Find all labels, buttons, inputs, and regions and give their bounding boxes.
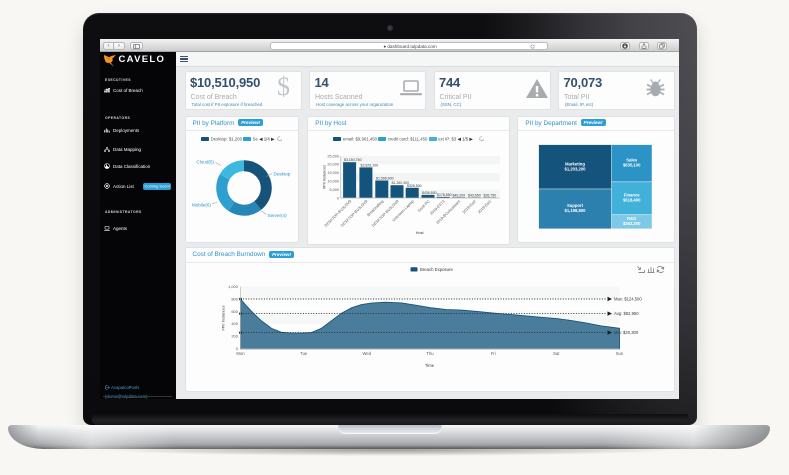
svg-text:0: 0 [235, 346, 238, 351]
svg-text:Avg: $82,950: Avg: $82,950 [613, 311, 638, 316]
svg-text:$178,850: $178,850 [437, 192, 452, 196]
svg-text:Finance: Finance [624, 192, 640, 197]
svg-text:Thu: Thu [426, 351, 434, 356]
svg-text:800: 800 [231, 297, 238, 302]
svg-text:Time: Time [424, 363, 434, 368]
svg-text:200: 200 [231, 334, 238, 339]
svg-text:$2,826,100: $2,826,100 [361, 163, 379, 167]
svg-text:$26,750: $26,750 [484, 193, 497, 197]
svg-text:2019-Est1: 2019-Est1 [477, 199, 492, 214]
svg-text:$49,200: $49,200 [453, 193, 466, 197]
svg-text:400: 400 [231, 322, 238, 327]
svg-text:Max: $124,500: Max: $124,500 [613, 297, 641, 302]
svg-text:$518,400: $518,400 [623, 197, 641, 202]
svg-text:15,000: 15,000 [328, 171, 340, 175]
svg-text:Sat: Sat [553, 351, 560, 356]
svg-text:$1,260,300: $1,260,300 [392, 181, 410, 185]
svg-text:#PII Instances: #PII Instances [220, 306, 225, 331]
svg-text:DESKTOP-BU3U3V9: DESKTOP-BU3U3V9 [324, 199, 352, 227]
svg-text:Support: Support [567, 202, 584, 207]
svg-text:25,000: 25,000 [328, 154, 340, 158]
svg-text:Desktop: Desktop [273, 171, 290, 176]
svg-text:$1,198,800: $1,198,800 [565, 207, 587, 212]
svg-text:$43,650: $43,650 [468, 193, 481, 197]
svg-text:Cloud(5): Cloud(5) [196, 159, 214, 164]
svg-text:600: 600 [231, 309, 238, 314]
svg-text:Server(4): Server(4) [267, 213, 287, 218]
svg-text:$436,800: $436,800 [422, 190, 437, 194]
svg-text:#PII Instances: #PII Instances [323, 164, 327, 188]
svg-text:Marketing: Marketing [565, 161, 585, 166]
svg-text:0: 0 [337, 196, 339, 200]
svg-text:R&D: R&D [628, 215, 637, 220]
svg-text:Min: $20,300: Min: $20,300 [613, 330, 638, 335]
svg-text:$3,150,750: $3,150,750 [344, 158, 362, 162]
svg-text:Sun: Sun [615, 351, 623, 356]
svg-text:2019-Est2: 2019-Est2 [462, 199, 477, 214]
svg-text:Sales: Sales [627, 157, 639, 162]
svg-text:$635,100: $635,100 [623, 162, 641, 167]
svg-text:$1,203,200: $1,203,200 [565, 166, 587, 171]
svg-text:1,000: 1,000 [228, 284, 239, 289]
svg-text:DESKTOP-BU3U3V9: DESKTOP-BU3U3V9 [371, 199, 399, 227]
svg-text:20,000: 20,000 [328, 162, 340, 166]
svg-text:Scott-PC: Scott-PC [417, 199, 431, 213]
svg-text:Mobile(6): Mobile(6) [191, 202, 211, 207]
svg-text:$262,200: $262,200 [623, 220, 641, 225]
svg-text:Fri: Fri [490, 351, 495, 356]
svg-text:Mon: Mon [236, 351, 245, 356]
svg-text:Wed: Wed [362, 351, 371, 356]
svg-text:5,000: 5,000 [330, 187, 340, 191]
svg-text:Host: Host [416, 231, 425, 235]
svg-text:Breach Exposure: Breach Exposure [420, 268, 453, 273]
svg-text:$326,500: $326,500 [407, 183, 422, 187]
svg-text:$1,596,900: $1,596,900 [376, 176, 394, 180]
svg-text:10,000: 10,000 [328, 179, 340, 183]
svg-text:Tue: Tue [300, 351, 308, 356]
